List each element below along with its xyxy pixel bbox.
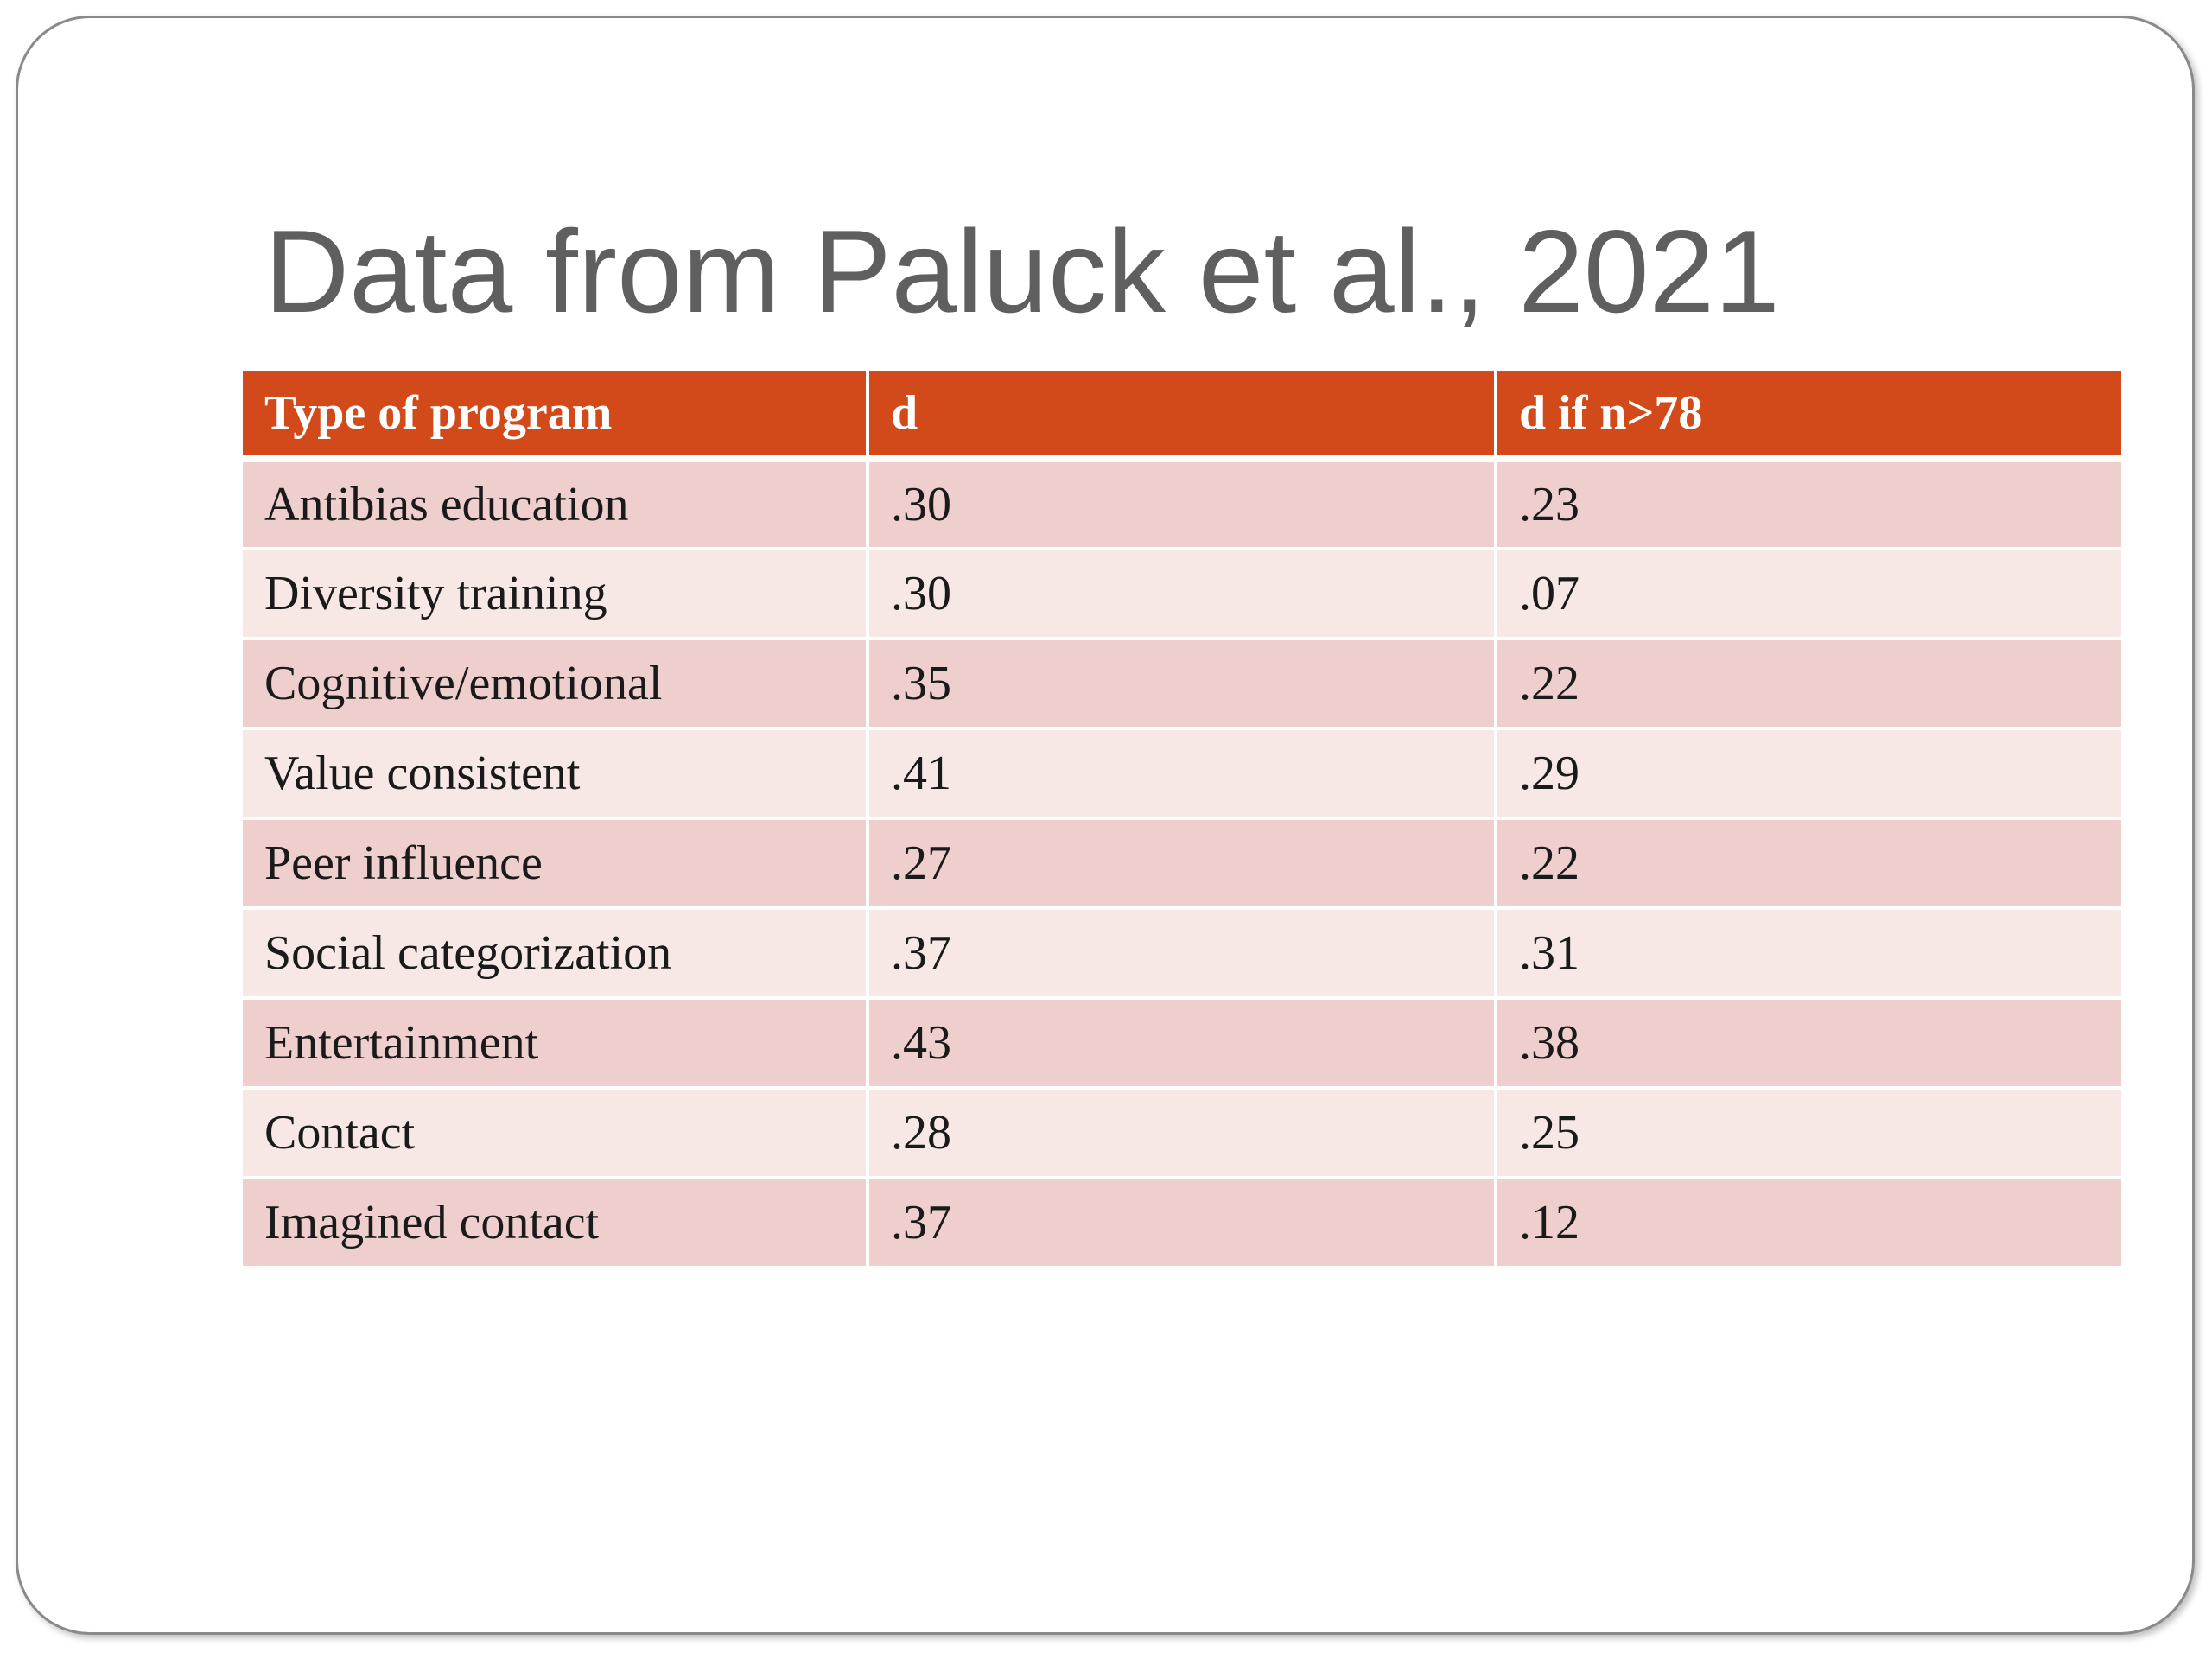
program-type-cell: Antibias education	[239, 457, 869, 550]
d-n78-value-cell: .25	[1494, 1086, 2125, 1179]
d-value-cell: .37	[866, 1176, 1497, 1269]
program-type-cell: Value consistent	[239, 727, 869, 820]
d-value-cell: .30	[866, 457, 1497, 550]
d-value-cell: .35	[866, 637, 1497, 730]
table-row: Social categorization .37 .31	[239, 906, 2125, 1000]
program-type-cell: Peer influence	[239, 817, 869, 910]
table-row: Antibias education .30 .23	[239, 457, 2125, 550]
column-header-d-n78: d if n>78	[1494, 367, 2125, 462]
program-type-cell: Imagined contact	[239, 1176, 869, 1269]
d-value-cell: .28	[866, 1086, 1497, 1179]
program-type-cell: Entertainment	[239, 996, 869, 1090]
d-n78-value-cell: .22	[1494, 817, 2125, 910]
d-n78-value-cell: .23	[1494, 457, 2125, 550]
slide-frame: Data from Paluck et al., 2021 Type of pr…	[16, 16, 2195, 1635]
program-type-cell: Cognitive/emotional	[239, 637, 869, 730]
program-type-cell: Contact	[239, 1086, 869, 1179]
d-value-cell: .37	[866, 906, 1497, 1000]
d-n78-value-cell: .29	[1494, 727, 2125, 820]
d-value-cell: .43	[866, 996, 1497, 1090]
table-row: Cognitive/emotional .35 .22	[239, 637, 2125, 730]
d-value-cell: .30	[866, 547, 1497, 640]
d-value-cell: .27	[866, 817, 1497, 910]
d-n78-value-cell: .07	[1494, 547, 2125, 640]
program-type-cell: Diversity training	[239, 547, 869, 640]
d-n78-value-cell: .38	[1494, 996, 2125, 1090]
d-n78-value-cell: .22	[1494, 637, 2125, 730]
table-row: Contact .28 .25	[239, 1086, 2125, 1179]
column-header-type: Type of program	[239, 367, 869, 462]
d-n78-value-cell: .12	[1494, 1176, 2125, 1269]
table-row: Peer influence .27 .22	[239, 817, 2125, 910]
data-table: Type of program d d if n>78 Antibias edu…	[239, 367, 2125, 1269]
table-row: Imagined contact .37 .12	[239, 1176, 2125, 1269]
slide-title: Data from Paluck et al., 2021	[264, 206, 1780, 337]
d-n78-value-cell: .31	[1494, 906, 2125, 1000]
table-row: Entertainment .43 .38	[239, 996, 2125, 1090]
program-type-cell: Social categorization	[239, 906, 869, 1000]
table-row: Value consistent .41 .29	[239, 727, 2125, 820]
column-header-d: d	[866, 367, 1497, 462]
d-value-cell: .41	[866, 727, 1497, 820]
table-header-row: Type of program d d if n>78	[239, 367, 2125, 462]
table-row: Diversity training .30 .07	[239, 547, 2125, 640]
